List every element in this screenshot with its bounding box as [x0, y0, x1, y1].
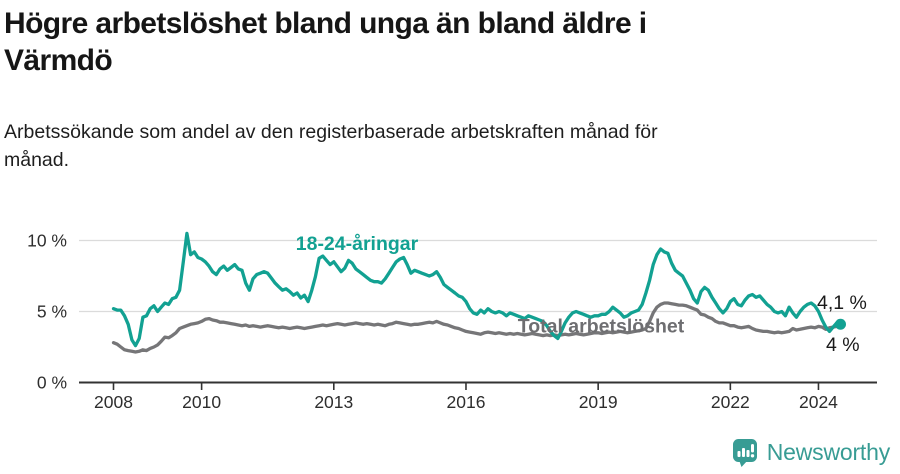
series-label-Total arbetslöshet: Total arbetslöshet — [518, 316, 685, 338]
unemployment-line-chart: 0 % 5 % 10 % 2008 2010 2013 2016 2019 2022 2024 To… — [27, 231, 877, 413]
series-line-Total arbetslöshet — [111, 301, 843, 354]
series-end-value-label: 4 % — [826, 334, 860, 356]
page-title: Högre arbetslöshet bland unga än bland ä… — [4, 7, 647, 77]
series-line-18-24-åringar — [111, 231, 843, 348]
y-tick-label: 10 % — [27, 231, 67, 251]
x-tick-label: 2022 — [711, 392, 750, 412]
series-end-value-label: 4,1 % — [817, 292, 867, 314]
x-axis — [79, 381, 877, 390]
newsworthy-brand-label: Newsworthy — [766, 439, 890, 465]
series-label-18-24-åringar: 18-24-åringar — [296, 232, 419, 255]
x-tick-label: 2019 — [579, 392, 618, 412]
y-tick-label: 0 % — [37, 373, 67, 393]
series-end-dot — [834, 318, 846, 330]
x-tick-label: 2013 — [314, 392, 353, 412]
series-lines — [111, 231, 846, 354]
chart-labels: 0 % 5 % 10 % 2008 2010 2013 2016 2019 2022 2024 To… — [27, 231, 867, 413]
x-tick-label: 2008 — [94, 392, 133, 412]
newsworthy-logo-icon — [732, 439, 757, 467]
gridlines — [79, 239, 877, 313]
x-tick-label: 2016 — [447, 392, 486, 412]
newsworthy-brand: Newsworthy — [732, 438, 890, 467]
x-tick-label: 2024 — [799, 392, 838, 412]
x-tick-label: 2010 — [182, 392, 221, 412]
y-tick-label: 5 % — [37, 302, 67, 322]
page-subtitle: Arbetssökande som andel av den registerb… — [4, 121, 658, 171]
